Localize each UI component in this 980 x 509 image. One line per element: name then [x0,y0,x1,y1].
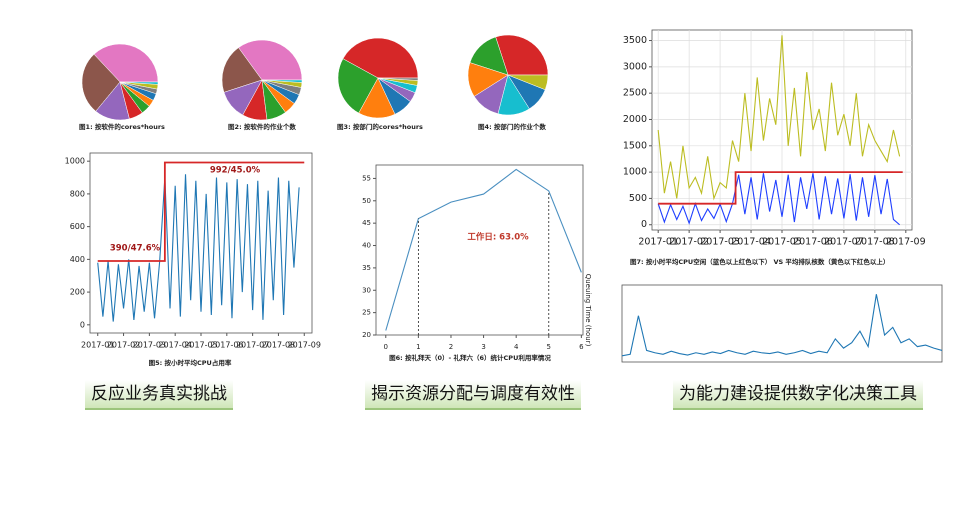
y-tick-label: 20 [362,331,371,339]
chart-title: 图4: 按部门的作业个数 [478,122,546,131]
pie-slice [377,77,419,81]
annotation: 工作日: 63.0% [467,232,529,243]
x-tick-label: 2017-07 [824,237,864,248]
series-line [97,174,300,322]
y-tick-label: 1500 [623,140,647,151]
y-tick-label: 1000 [623,167,647,178]
series-line [97,161,305,262]
x-tick-label: 2017-01 [638,237,678,248]
pie-slice [221,47,263,93]
x-tick-label: 2017-04 [731,237,771,248]
y-tick-label: 2000 [623,114,647,125]
x-tick-label: 2017-07 [236,341,269,350]
y-tick-label: 50 [362,197,371,205]
y-tick-label: 3000 [623,61,647,72]
pie-slice [507,74,549,91]
y-tick-label: 200 [70,288,85,297]
annotation: 992/45.0% [210,166,261,176]
y-tick-label: 1000 [65,157,85,166]
x-tick-label: 2017-03 [133,341,166,350]
annotation: 390/47.6% [110,244,161,254]
chart-title: 图6: 按礼拜天（0）- 礼拜六（6）统计CPU利用率情况 [389,353,551,362]
x-tick-label: 2017-09 [288,341,321,350]
y-tick-label: 45 [362,219,371,227]
y-tick-label: 40 [362,242,371,250]
x-tick-label: 0 [384,343,388,351]
slide-label: 揭示资源分配与调度有效性 [365,380,581,410]
y-tick-label: 35 [362,264,371,272]
pie-slice [119,81,159,85]
y-tick-label: 55 [362,174,371,182]
chart-title: 图1: 按软件的cores*hours [79,122,165,131]
x-tick-label: 2017-09 [886,237,926,248]
slide-label: 反应业务真实挑战 [85,380,233,410]
y-tick-label: 800 [70,189,85,198]
pie-slice [93,43,159,83]
x-tick-label: 2017-06 [793,237,833,248]
x-tick-label: 2017-02 [669,237,709,248]
series-line [621,294,943,357]
x-tick-label: 2017-08 [855,237,895,248]
chart-title: 图2: 按软件的作业个数 [228,122,296,131]
x-tick-label: 2017-05 [184,341,217,350]
pie-slice [81,53,121,112]
pie-slice [261,79,303,83]
x-tick-label: 2017-04 [158,341,191,350]
y-tick-label: 500 [629,193,647,204]
pie-slice [342,37,419,79]
series-line [385,168,582,331]
series-line [658,171,903,205]
series-line [657,35,901,201]
series-line [657,173,900,226]
x-tick-label: 2 [449,343,453,351]
chart-title: 图3: 按部门的cores*hours [337,122,423,131]
x-tick-label: 2017-02 [107,341,140,350]
chart-title: 图7: 按小时平均CPU空闲（蓝色以上红色以下） VS 平均排队核数（黄色以下红… [630,257,889,266]
y-tick-label: 30 [362,286,371,294]
y-tick-label: 0 [641,219,647,230]
plot-frame [621,284,943,363]
plot-frame [375,164,584,336]
y-tick-label: 3500 [623,35,647,46]
x-tick-label: 3 [481,343,485,351]
pie-slice [495,34,549,76]
y-tick-label: 0 [80,320,85,329]
x-tick-label: 1 [416,343,420,351]
x-tick-label: 2017-06 [210,341,243,350]
x-tick-label: 2017-01 [81,341,114,350]
y-tick-label: 600 [70,222,85,231]
x-tick-label: 2017-03 [700,237,740,248]
y-tick-label: 2500 [623,88,647,99]
x-tick-label: 4 [514,343,519,351]
pie-slice [238,39,303,81]
y-tick-label: 25 [362,309,371,317]
x-tick-label: 5 [547,343,551,351]
chart-title: 图5: 按小时平均CPU占用率 [149,358,232,367]
y-axis-label: Queuing Time (hour) [584,274,592,347]
pie-slice [337,58,379,114]
x-tick-label: 6 [579,343,584,351]
x-tick-label: 2017-08 [262,341,295,350]
y-tick-label: 400 [70,255,85,264]
x-tick-label: 2017-05 [762,237,802,248]
slide-label: 为能力建设提供数字化决策工具 [673,380,923,410]
